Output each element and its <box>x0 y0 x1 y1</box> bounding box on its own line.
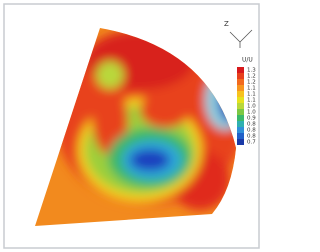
figure: Z U/U 1.31.21.21.11.11.11.01.00.90.80.80… <box>0 0 263 252</box>
legend-swatch <box>237 109 244 115</box>
legend-swatch <box>237 103 244 109</box>
legend-swatch <box>237 91 244 97</box>
legend-swatch <box>237 85 244 91</box>
legend-swatch <box>237 127 244 133</box>
axis-label: Z <box>224 20 229 28</box>
legend-swatch <box>237 67 244 73</box>
legend-label: 0.7 <box>247 140 256 146</box>
legend-swatch <box>237 115 244 121</box>
legend-swatch <box>237 133 244 139</box>
legend-title: U/U <box>242 57 253 64</box>
legend-swatch <box>237 139 244 145</box>
legend: 1.31.21.21.11.11.11.01.00.90.80.80.80.7 <box>237 67 256 146</box>
legend-swatch <box>237 97 244 103</box>
legend-swatch <box>237 79 244 85</box>
legend-swatch <box>237 73 244 79</box>
legend-swatch <box>237 121 244 127</box>
